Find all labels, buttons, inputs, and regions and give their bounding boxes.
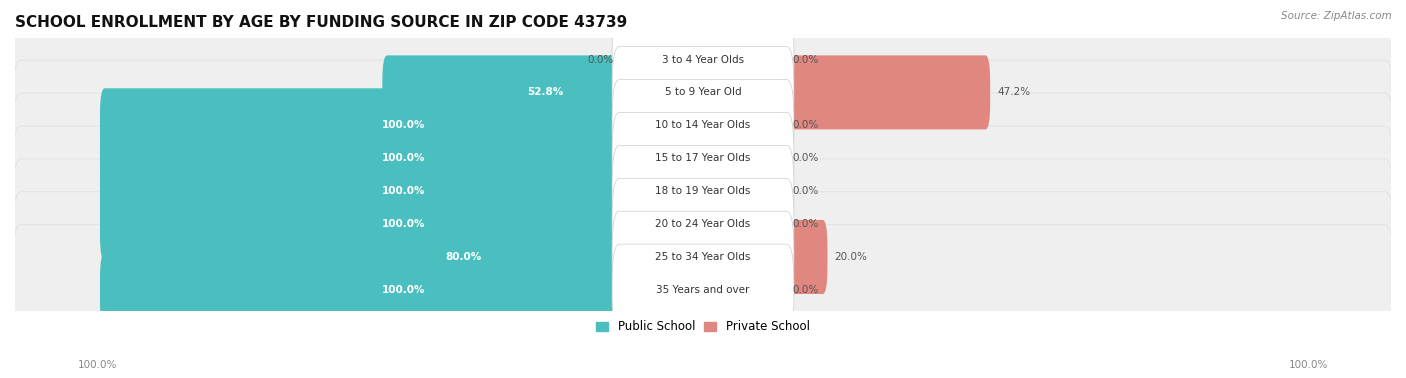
FancyBboxPatch shape bbox=[13, 192, 1393, 322]
FancyBboxPatch shape bbox=[612, 178, 794, 270]
Text: 5 to 9 Year Old: 5 to 9 Year Old bbox=[665, 87, 741, 98]
FancyBboxPatch shape bbox=[612, 146, 794, 237]
FancyBboxPatch shape bbox=[13, 225, 1393, 355]
Text: 100.0%: 100.0% bbox=[382, 153, 426, 163]
Text: 80.0%: 80.0% bbox=[446, 252, 482, 262]
Text: 100.0%: 100.0% bbox=[382, 285, 426, 295]
FancyBboxPatch shape bbox=[100, 253, 707, 327]
FancyBboxPatch shape bbox=[13, 126, 1393, 256]
FancyBboxPatch shape bbox=[100, 187, 707, 261]
Text: 3 to 4 Year Olds: 3 to 4 Year Olds bbox=[662, 54, 744, 65]
Text: 100.0%: 100.0% bbox=[382, 219, 426, 229]
Text: 100.0%: 100.0% bbox=[382, 186, 426, 196]
Text: 0.0%: 0.0% bbox=[793, 186, 818, 196]
FancyBboxPatch shape bbox=[219, 220, 707, 294]
Text: 100.0%: 100.0% bbox=[77, 361, 117, 370]
FancyBboxPatch shape bbox=[100, 88, 707, 163]
Legend: Public School, Private School: Public School, Private School bbox=[592, 316, 814, 338]
FancyBboxPatch shape bbox=[13, 27, 1393, 158]
Text: 20 to 24 Year Olds: 20 to 24 Year Olds bbox=[655, 219, 751, 229]
FancyBboxPatch shape bbox=[612, 80, 794, 171]
Text: Source: ZipAtlas.com: Source: ZipAtlas.com bbox=[1281, 11, 1392, 21]
FancyBboxPatch shape bbox=[13, 0, 1393, 125]
Text: 15 to 17 Year Olds: 15 to 17 Year Olds bbox=[655, 153, 751, 163]
Text: 0.0%: 0.0% bbox=[793, 153, 818, 163]
Text: 0.0%: 0.0% bbox=[793, 54, 818, 65]
Text: 20.0%: 20.0% bbox=[835, 252, 868, 262]
Text: 0.0%: 0.0% bbox=[793, 120, 818, 130]
FancyBboxPatch shape bbox=[612, 244, 794, 336]
Text: SCHOOL ENROLLMENT BY AGE BY FUNDING SOURCE IN ZIP CODE 43739: SCHOOL ENROLLMENT BY AGE BY FUNDING SOUR… bbox=[15, 15, 627, 30]
FancyBboxPatch shape bbox=[612, 211, 794, 303]
Text: 0.0%: 0.0% bbox=[588, 54, 613, 65]
Text: 100.0%: 100.0% bbox=[382, 120, 426, 130]
Text: 18 to 19 Year Olds: 18 to 19 Year Olds bbox=[655, 186, 751, 196]
Text: 52.8%: 52.8% bbox=[527, 87, 564, 98]
Text: 25 to 34 Year Olds: 25 to 34 Year Olds bbox=[655, 252, 751, 262]
Text: 10 to 14 Year Olds: 10 to 14 Year Olds bbox=[655, 120, 751, 130]
FancyBboxPatch shape bbox=[699, 220, 828, 294]
FancyBboxPatch shape bbox=[612, 113, 794, 204]
FancyBboxPatch shape bbox=[13, 93, 1393, 223]
FancyBboxPatch shape bbox=[100, 154, 707, 228]
Text: 100.0%: 100.0% bbox=[1289, 361, 1329, 370]
FancyBboxPatch shape bbox=[13, 159, 1393, 289]
FancyBboxPatch shape bbox=[13, 60, 1393, 191]
FancyBboxPatch shape bbox=[699, 56, 990, 129]
Text: 47.2%: 47.2% bbox=[997, 87, 1031, 98]
FancyBboxPatch shape bbox=[612, 14, 794, 105]
FancyBboxPatch shape bbox=[612, 46, 794, 138]
Text: 0.0%: 0.0% bbox=[793, 219, 818, 229]
FancyBboxPatch shape bbox=[382, 56, 707, 129]
Text: 0.0%: 0.0% bbox=[793, 285, 818, 295]
Text: 35 Years and over: 35 Years and over bbox=[657, 285, 749, 295]
FancyBboxPatch shape bbox=[100, 121, 707, 195]
